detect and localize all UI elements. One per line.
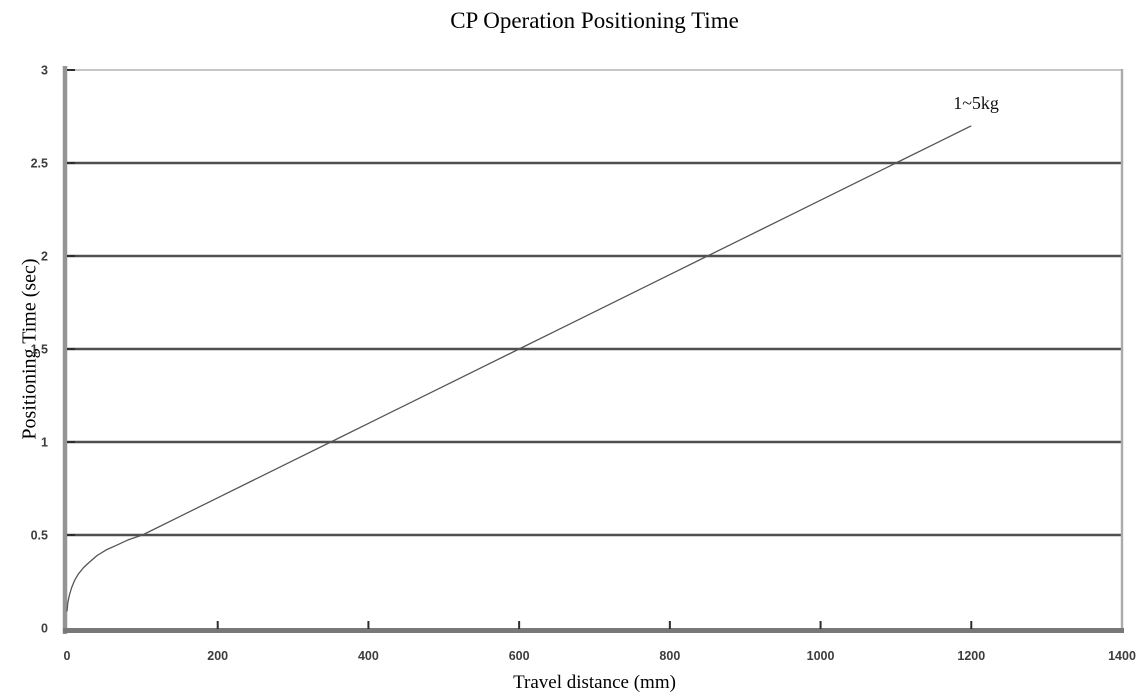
x-tick-label: 1000 [807,649,835,663]
y-tick-label: 1.5 [31,343,48,357]
y-tick-label: 1 [41,436,48,450]
series-curve [66,125,972,612]
x-tick-label: 400 [358,649,379,663]
y-tick-label: 2.5 [31,157,48,171]
x-tick-label: 600 [509,649,530,663]
x-tick-label: 1400 [1108,649,1136,663]
y-tick-label: 0.5 [31,529,48,543]
x-tick-label: 800 [659,649,680,663]
x-tick-label: 1200 [957,649,985,663]
y-tick-label: 0 [41,622,48,636]
y-tick-label: 2 [41,250,48,264]
y-tick-label: 3 [41,64,48,78]
x-tick-label: 200 [207,649,228,663]
series-label: 1~5kg [953,93,999,113]
x-axis-title: Travel distance (mm) [513,672,676,693]
chart-title: CP Operation Positioning Time [450,8,739,33]
x-tick-label: 0 [64,649,71,663]
